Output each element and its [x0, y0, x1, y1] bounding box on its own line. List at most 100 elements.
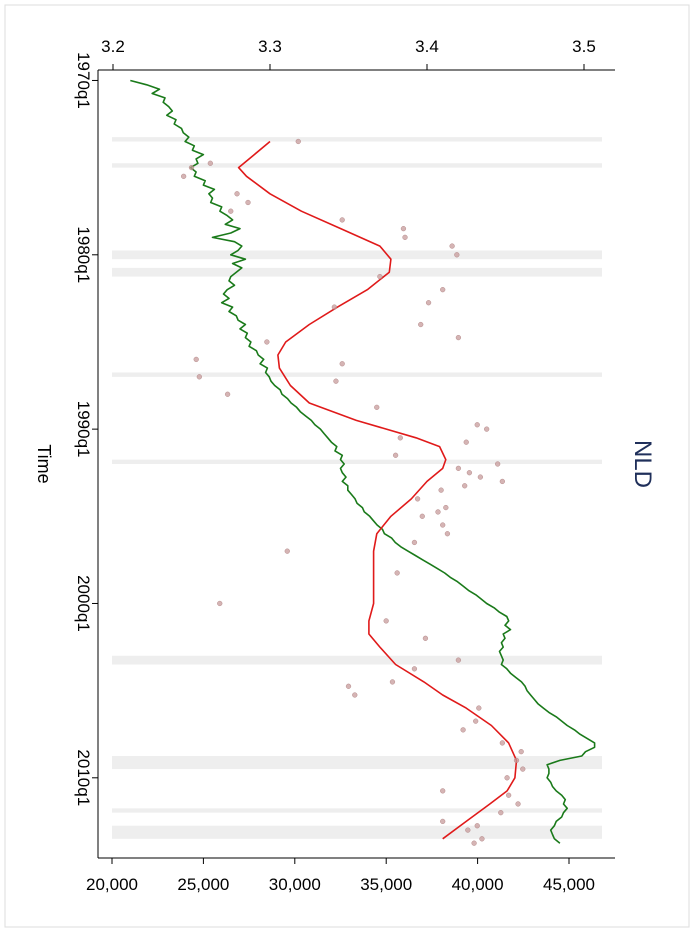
left-tick-label-4: 40,000 — [452, 875, 504, 894]
scatter-point-26 — [484, 426, 490, 432]
scatter-point-25 — [474, 422, 480, 428]
scatter-point-3 — [181, 173, 187, 179]
scatter-point-54 — [476, 705, 482, 711]
time-tick-label-1: 1980q1 — [74, 226, 93, 283]
scatter-point-50 — [411, 666, 418, 672]
shaded-period-5 — [112, 459, 602, 464]
scatter-point-57 — [499, 740, 505, 746]
scatter-point-28 — [463, 439, 469, 445]
scatter-point-24 — [374, 404, 380, 410]
scatter-point-4 — [234, 191, 240, 197]
scatter-point-60 — [520, 766, 526, 772]
left-tick-label-3: 35,000 — [360, 875, 412, 894]
scatter-point-58 — [518, 749, 524, 755]
scatter-point-70 — [471, 840, 477, 846]
scatter-point-42 — [444, 531, 451, 537]
scatter-point-23 — [225, 391, 231, 397]
scatter-point-68 — [465, 827, 471, 833]
scatter-point-51 — [389, 679, 396, 685]
scatter-point-63 — [506, 792, 512, 798]
scatter-point-67 — [474, 823, 480, 829]
scatter-point-17 — [455, 335, 462, 341]
scatter-point-30 — [495, 461, 501, 467]
scatter-point-61 — [504, 775, 510, 781]
series-line-0 — [130, 79, 596, 844]
scatter-point-43 — [411, 539, 418, 546]
scatter-point-1 — [207, 160, 213, 166]
scatter-point-13 — [440, 287, 446, 293]
scatter-point-19 — [193, 356, 199, 362]
scatter-point-7 — [339, 217, 345, 223]
shaded-period-1 — [112, 163, 602, 168]
scatter-point-2 — [188, 165, 195, 171]
chart-title: NLD — [629, 440, 656, 488]
left-tick-label-5: 45,000 — [543, 875, 595, 894]
scatter-point-49 — [455, 657, 462, 663]
scatter-point-29 — [393, 452, 399, 458]
shaded-period-6 — [112, 655, 602, 665]
scatter-point-39 — [435, 509, 441, 515]
shaded-period-8 — [112, 808, 602, 813]
series-line-1 — [237, 140, 518, 840]
scatter-point-66 — [440, 818, 446, 824]
scatter-point-37 — [414, 496, 421, 502]
scatter-point-35 — [462, 483, 468, 489]
right-tick-label-2: 3.4 — [415, 37, 439, 56]
scatter-point-16 — [418, 321, 424, 328]
scatter-point-36 — [438, 487, 444, 493]
scatter-point-20 — [339, 361, 345, 367]
scatter-point-12 — [377, 273, 383, 280]
series-layer — [130, 79, 596, 846]
time-tick-label-2: 1990q1 — [74, 401, 93, 458]
scatter-point-15 — [331, 304, 337, 310]
scatter-point-45 — [394, 570, 400, 576]
scatter-point-32 — [466, 470, 472, 476]
shaded-period-7 — [112, 756, 602, 770]
time-axis-label: Time — [34, 444, 54, 483]
scatter-point-9 — [402, 234, 408, 240]
scatter-point-56 — [460, 727, 466, 733]
right-tick-label-1: 3.3 — [258, 37, 282, 56]
scatter-point-55 — [473, 718, 479, 724]
scatter-point-31 — [455, 465, 462, 471]
scatter-point-33 — [477, 474, 483, 480]
left-tick-label-2: 30,000 — [269, 875, 321, 894]
scatter-point-34 — [499, 478, 505, 485]
scatter-point-69 — [479, 836, 485, 842]
scatter-point-64 — [515, 801, 521, 807]
time-tick-label-4: 2010q1 — [74, 749, 93, 806]
time-tick-label-3: 2000q1 — [74, 575, 93, 632]
scatter-point-11 — [454, 252, 460, 258]
shaded-period-3 — [112, 267, 602, 277]
scatter-point-14 — [425, 300, 432, 306]
scatter-point-44 — [284, 548, 290, 554]
time-tick-label-0: 1970q1 — [74, 52, 93, 109]
scatter-point-40 — [419, 513, 425, 519]
scatter-point-53 — [352, 692, 358, 698]
scatter-point-47 — [383, 618, 389, 624]
scatter-point-21 — [196, 374, 202, 380]
shaded-period-2 — [112, 250, 602, 260]
scatter-point-18 — [264, 339, 270, 345]
scatter-point-10 — [449, 243, 455, 249]
scatter-point-38 — [443, 504, 449, 511]
time-axis-ticks: 1970q1 1980q1 1990q1 2000q1 2010q1 — [74, 52, 98, 806]
scatter-point-41 — [440, 522, 446, 528]
scatter-point-65 — [498, 810, 504, 816]
scatter-point-27 — [397, 435, 403, 441]
right-tick-label-3: 3.5 — [572, 37, 596, 56]
right-tick-label-0: 3.2 — [101, 37, 125, 56]
scatter-point-48 — [422, 635, 429, 641]
scatter-point-59 — [513, 757, 520, 763]
recession-shading — [112, 137, 602, 839]
shaded-period-4 — [112, 372, 602, 377]
scatter-point-8 — [400, 226, 407, 232]
shaded-period-0 — [112, 137, 602, 142]
shaded-period-9 — [112, 825, 602, 839]
left-tick-label-1: 25,000 — [177, 875, 229, 894]
scatter-point-52 — [345, 683, 352, 689]
scatter-point-62 — [440, 788, 446, 794]
scatter-point-46 — [217, 600, 223, 607]
